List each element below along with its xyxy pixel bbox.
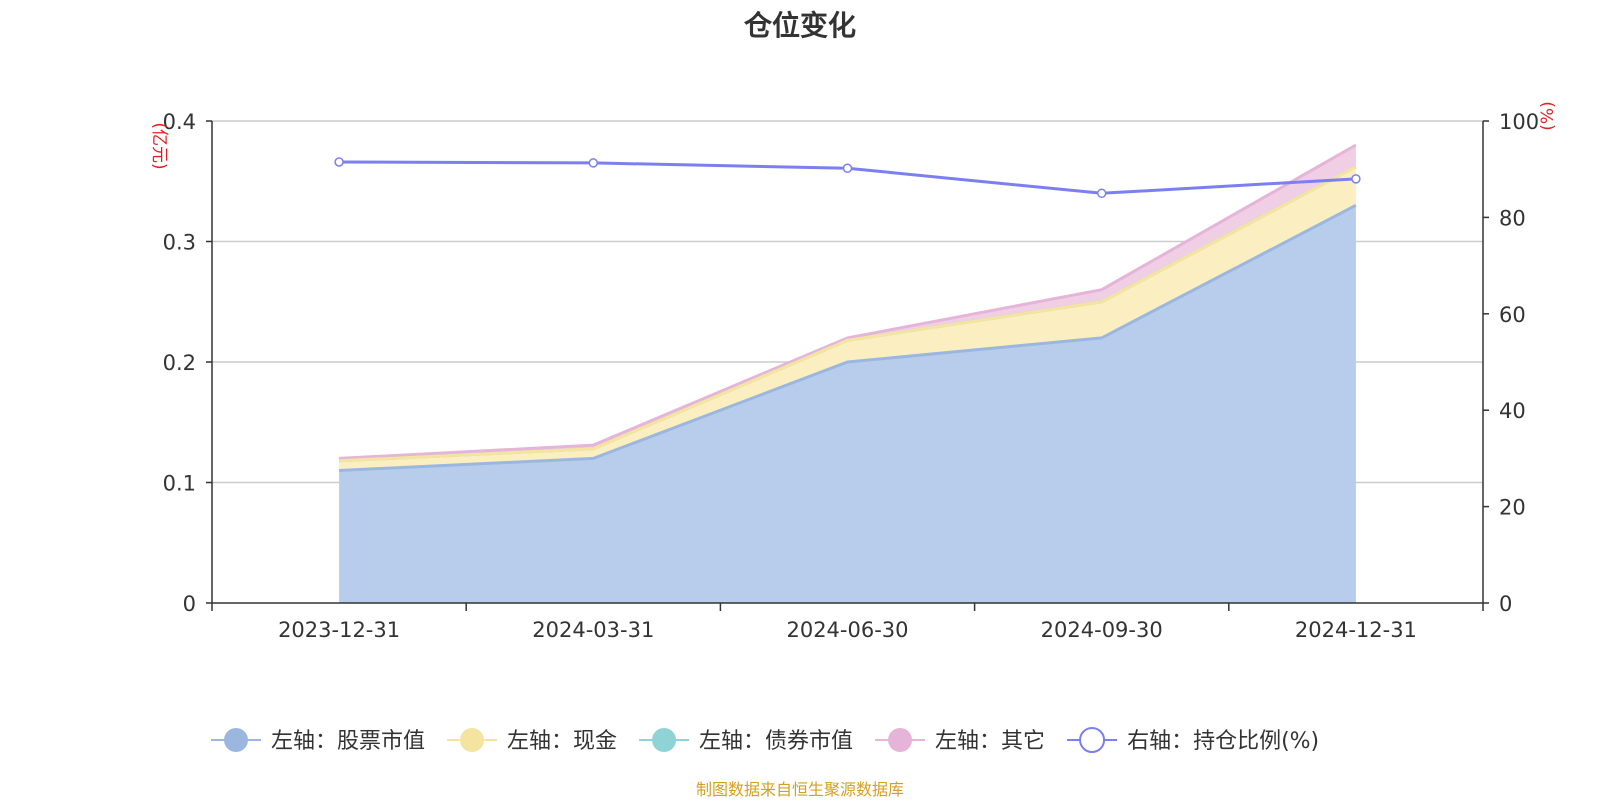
ratio-point xyxy=(842,163,853,173)
y-left-tick-label: 0.4 xyxy=(163,110,196,134)
legend-item: 左轴：其它 xyxy=(875,728,1045,754)
y-right-tick-label: 80 xyxy=(1499,206,1526,230)
y-left-tick-label: 0.1 xyxy=(163,472,196,496)
legend-label: 右轴：持仓比例(%) xyxy=(1127,729,1319,754)
area-line-左轴：现金 xyxy=(339,165,1357,463)
legend-marker xyxy=(888,728,913,752)
legend-label: 左轴：债券市值 xyxy=(699,729,853,754)
y-left-tick-label: 0 xyxy=(183,592,196,616)
legend-marker xyxy=(224,728,248,752)
area-line-左轴：股票市值 xyxy=(339,204,1357,472)
y-right-unit: (%) xyxy=(1538,101,1558,130)
ratio-line-series xyxy=(334,157,1361,199)
ratio-point xyxy=(1351,174,1361,184)
area-左轴：股票市值 xyxy=(339,205,1356,603)
legend-item: 右轴：持仓比例(%) xyxy=(1067,727,1319,754)
y-right-tick-label: 20 xyxy=(1499,496,1526,520)
legend-label: 左轴：股票市值 xyxy=(271,729,425,754)
legend-item: 左轴：股票市值 xyxy=(211,728,425,754)
x-tick-label: 2024-06-30 xyxy=(786,618,908,642)
legend-marker xyxy=(460,728,485,752)
x-tick-label: 2024-03-31 xyxy=(532,618,654,642)
legend-label: 左轴：其它 xyxy=(935,729,1045,754)
y-right-tick-label: 100 xyxy=(1499,110,1539,134)
legend-label: 左轴：现金 xyxy=(507,729,617,754)
ratio-point xyxy=(1096,188,1107,199)
y-right-tick-label: 60 xyxy=(1499,303,1526,327)
x-tick-label: 2024-12-31 xyxy=(1295,618,1417,642)
chart-title: 仓位变化 xyxy=(743,9,856,42)
y-right-tick-label: 0 xyxy=(1499,592,1512,616)
legend-marker xyxy=(1079,727,1106,753)
y-right-tick-label: 40 xyxy=(1499,399,1526,423)
legend-marker xyxy=(652,728,677,752)
y-left-tick-label: 0.3 xyxy=(163,231,196,255)
area-layers xyxy=(339,143,1357,603)
x-tick-label: 2023-12-31 xyxy=(278,618,400,642)
y-left-tick-label: 0.2 xyxy=(163,351,196,375)
legend-item: 左轴：债券市值 xyxy=(639,728,853,754)
ratio-point xyxy=(588,158,599,168)
ratio-point xyxy=(334,157,344,167)
legend: 左轴：股票市值 左轴：现金 左轴：债券市值 左轴：其它 右轴：持仓比例(%) xyxy=(211,727,1319,754)
data-source-note: 制图数据来自恒生聚源数据库 xyxy=(695,780,904,799)
legend-item: 左轴：现金 xyxy=(447,728,617,754)
x-tick-label: 2024-09-30 xyxy=(1041,618,1163,642)
y-left-unit: (亿元) xyxy=(149,122,169,169)
area-line-左轴：其它 xyxy=(339,143,1357,460)
